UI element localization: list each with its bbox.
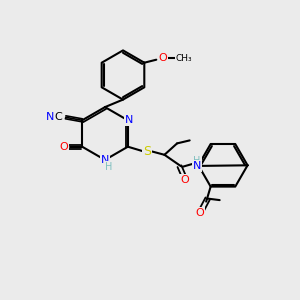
- Text: O: O: [195, 208, 204, 218]
- Text: S: S: [143, 145, 151, 158]
- Text: H: H: [105, 161, 112, 172]
- Text: O: O: [59, 142, 68, 152]
- Text: O: O: [159, 53, 168, 63]
- Text: C: C: [54, 112, 62, 122]
- Text: N: N: [125, 115, 134, 125]
- Text: N: N: [193, 161, 201, 171]
- Text: N: N: [46, 112, 54, 122]
- Text: H: H: [194, 156, 201, 166]
- Text: O: O: [180, 175, 189, 185]
- Text: CH₃: CH₃: [176, 54, 193, 63]
- Text: N: N: [101, 155, 109, 165]
